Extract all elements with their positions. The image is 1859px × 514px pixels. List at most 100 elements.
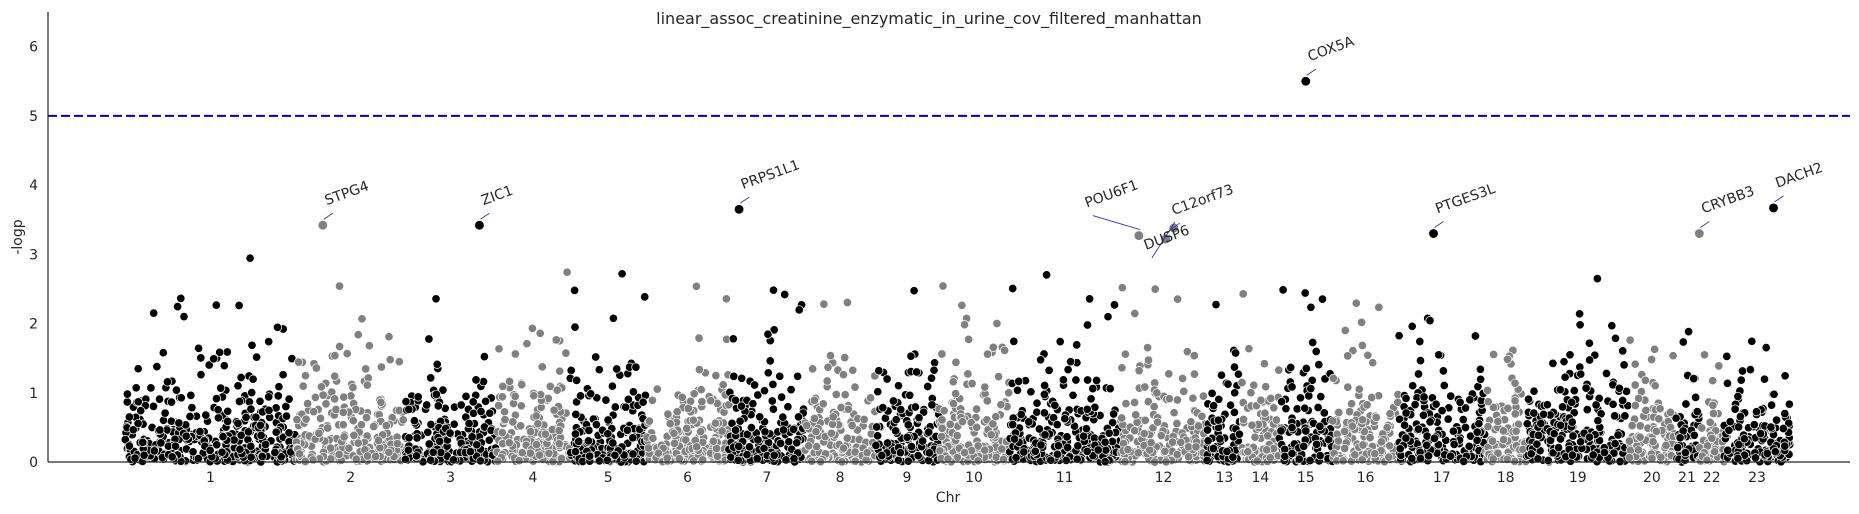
data-point bbox=[1311, 346, 1321, 357]
data-point bbox=[1614, 383, 1624, 393]
data-point bbox=[1233, 369, 1243, 379]
data-point bbox=[1576, 369, 1586, 379]
data-point bbox=[839, 443, 849, 453]
data-point bbox=[1058, 375, 1068, 385]
data-point bbox=[1780, 409, 1790, 419]
data-point bbox=[167, 452, 177, 462]
data-point bbox=[1592, 274, 1602, 284]
data-point bbox=[1009, 434, 1020, 444]
gene-annotations: STPG4 ZIC1 PRPS1L1 POU6F1 C12orf73 DUSP6 COX5A… bbox=[323, 33, 1825, 259]
data-point bbox=[188, 447, 198, 457]
data-point bbox=[1401, 408, 1411, 418]
data-point bbox=[310, 392, 320, 402]
data-point bbox=[1295, 393, 1306, 403]
data-point bbox=[1424, 451, 1434, 461]
data-point bbox=[1266, 393, 1276, 403]
data-point bbox=[1630, 359, 1640, 369]
x-tick-label: 5 bbox=[604, 470, 613, 486]
data-point bbox=[314, 428, 324, 438]
data-point bbox=[918, 436, 928, 446]
data-point bbox=[449, 419, 459, 429]
data-point bbox=[1439, 380, 1449, 391]
data-point bbox=[436, 447, 446, 458]
data-point bbox=[497, 428, 507, 438]
data-point bbox=[1734, 422, 1744, 432]
x-tick-label: 6 bbox=[683, 470, 692, 486]
data-point bbox=[808, 364, 818, 374]
data-point bbox=[1472, 435, 1482, 445]
data-point bbox=[276, 452, 286, 462]
data-point bbox=[850, 447, 860, 457]
data-point bbox=[339, 392, 349, 402]
top-hit-points bbox=[317, 76, 1779, 245]
data-point bbox=[552, 385, 562, 395]
data-point bbox=[353, 438, 363, 448]
data-point bbox=[804, 441, 814, 451]
data-point bbox=[1656, 452, 1666, 462]
data-point bbox=[903, 456, 913, 466]
x-tick-label: 19 bbox=[1569, 470, 1587, 486]
data-point bbox=[1265, 453, 1275, 463]
data-point bbox=[991, 412, 1001, 422]
data-point bbox=[500, 415, 510, 425]
data-point bbox=[838, 370, 849, 380]
data-point bbox=[1340, 426, 1350, 436]
data-point bbox=[1767, 400, 1777, 410]
data-point bbox=[1367, 392, 1377, 403]
data-point bbox=[674, 454, 684, 464]
data-point bbox=[1343, 382, 1353, 392]
data-point bbox=[1090, 402, 1100, 412]
data-point bbox=[784, 437, 794, 447]
data-point bbox=[246, 404, 256, 414]
data-point bbox=[1371, 412, 1381, 423]
data-point bbox=[1347, 399, 1357, 409]
data-point bbox=[376, 362, 386, 372]
data-point bbox=[1131, 410, 1141, 420]
data-point bbox=[1004, 388, 1014, 398]
data-point bbox=[494, 401, 504, 411]
data-point bbox=[698, 455, 708, 465]
data-point bbox=[1338, 456, 1348, 466]
data-point bbox=[468, 408, 479, 418]
data-point bbox=[179, 312, 189, 322]
data-point bbox=[910, 402, 920, 412]
data-point bbox=[788, 424, 799, 434]
data-point bbox=[883, 438, 893, 448]
data-point bbox=[467, 432, 477, 442]
annotation-arrow bbox=[1434, 221, 1444, 228]
data-point bbox=[323, 423, 333, 433]
data-point bbox=[431, 389, 441, 399]
data-point bbox=[669, 428, 679, 438]
data-point bbox=[1483, 397, 1493, 407]
data-point bbox=[1567, 450, 1577, 460]
data-point bbox=[1281, 404, 1291, 414]
data-point bbox=[1083, 375, 1093, 385]
data-point bbox=[1654, 414, 1664, 424]
data-point bbox=[584, 425, 594, 435]
data-point bbox=[535, 328, 545, 338]
data-point bbox=[648, 433, 658, 443]
data-point bbox=[1778, 423, 1788, 434]
data-point bbox=[148, 401, 159, 411]
data-point bbox=[850, 382, 860, 392]
data-point bbox=[1164, 369, 1174, 379]
data-point bbox=[349, 430, 359, 440]
data-point bbox=[1160, 446, 1170, 456]
data-point bbox=[1556, 420, 1566, 430]
data-point bbox=[1178, 373, 1188, 384]
data-point bbox=[1354, 384, 1364, 394]
data-point bbox=[1640, 375, 1650, 385]
data-point bbox=[1470, 331, 1480, 341]
data-point bbox=[1458, 415, 1468, 425]
data-point bbox=[1040, 380, 1050, 391]
data-point bbox=[555, 366, 565, 376]
data-point bbox=[1073, 441, 1083, 451]
data-point bbox=[1739, 434, 1749, 444]
data-point bbox=[1680, 448, 1690, 458]
data-point bbox=[1415, 336, 1425, 347]
data-point bbox=[893, 381, 904, 391]
data-point bbox=[1300, 403, 1310, 413]
data-point bbox=[1526, 449, 1536, 459]
data-point bbox=[809, 413, 820, 424]
data-point bbox=[1244, 344, 1254, 354]
